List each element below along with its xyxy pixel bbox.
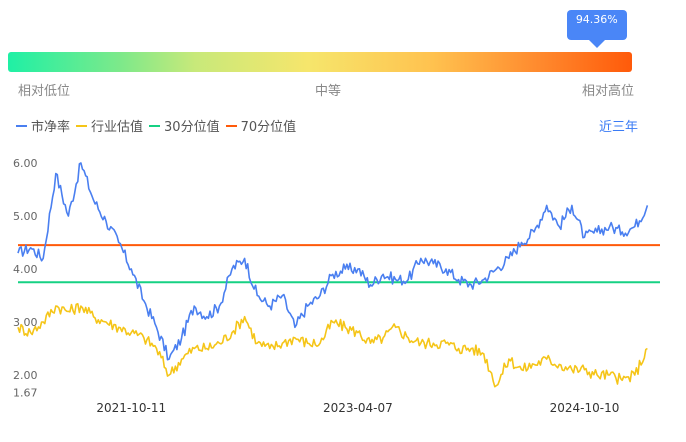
- legend-label-pb: 市净率: [31, 120, 71, 135]
- legend-label-p70: 70分位值: [240, 120, 297, 135]
- x-tick-label: 2023-04-07: [323, 401, 393, 415]
- reference-lines: [18, 244, 660, 284]
- y-tick-label: 2.00: [13, 369, 38, 382]
- x-tick-label: 2024-10-10: [550, 401, 620, 415]
- legend-swatch-pb: [16, 124, 27, 127]
- y-tick-label: 4.00: [13, 263, 38, 276]
- chart-legend: 市净率 行业估值 30分位值 70分位值: [16, 116, 302, 135]
- series-line-0: [17, 162, 649, 361]
- label-high: 相对高位: [582, 84, 635, 99]
- legend-item-p30[interactable]: 30分位值: [149, 116, 220, 135]
- percentile-tooltip: 94.36%: [566, 10, 627, 48]
- legend-item-industry[interactable]: 行业估值: [76, 116, 143, 135]
- period-selector[interactable]: 近三年: [599, 120, 639, 135]
- y-tick-label: 5.00: [13, 210, 38, 223]
- legend-swatch-p30: [149, 124, 161, 127]
- y-tick-label: 3.00: [13, 316, 38, 329]
- x-axis-ticks: 2021-10-11 2023-04-07 2024-10-10: [96, 401, 619, 415]
- legend-item-p70[interactable]: 70分位值: [225, 116, 297, 135]
- percentile-tooltip-text: 94.36%: [575, 13, 618, 26]
- percentile-gradient-bar: [8, 52, 632, 72]
- x-tick-label: 2021-10-11: [96, 401, 166, 415]
- legend-item-pb[interactable]: 市净率: [16, 116, 70, 135]
- y-axis-ticks: 6.00 5.00 4.00 3.00 2.00 1.67: [13, 157, 38, 399]
- label-mid: 中等: [315, 84, 342, 99]
- label-low: 相对低位: [18, 84, 71, 99]
- series-line-1: [17, 303, 648, 388]
- legend-label-p30: 30分位值: [164, 120, 220, 135]
- y-tick-label: 6.00: [13, 157, 38, 170]
- legend-swatch-p70: [225, 124, 237, 127]
- y-tick-label: 1.67: [13, 386, 38, 399]
- series-lines: [17, 162, 649, 388]
- legend-label-industry: 行业估值: [91, 120, 144, 135]
- legend-swatch-industry: [76, 124, 88, 127]
